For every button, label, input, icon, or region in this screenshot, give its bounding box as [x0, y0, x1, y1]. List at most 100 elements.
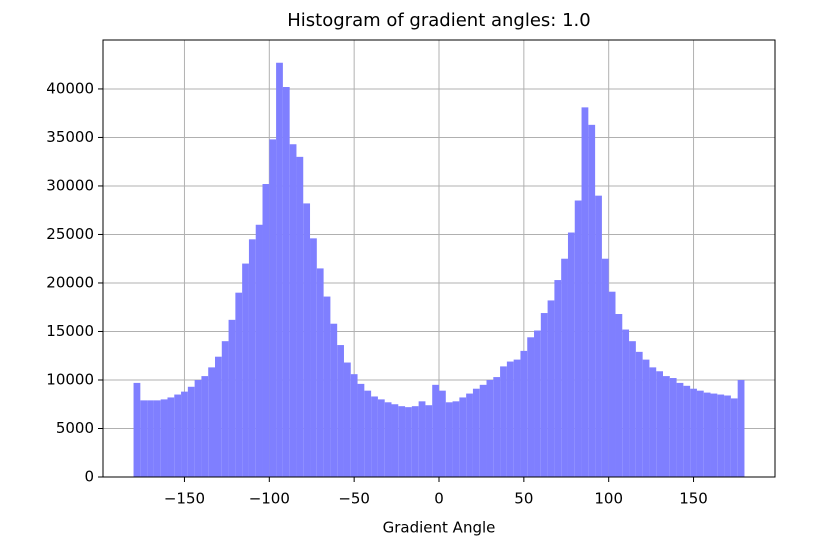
bar [459, 397, 467, 477]
bar [337, 345, 344, 477]
bar [608, 291, 616, 477]
bar [540, 313, 548, 477]
bar [696, 390, 704, 477]
x-tick-label: 150 [679, 490, 708, 508]
bar [717, 394, 725, 477]
bar [215, 356, 222, 477]
bar [500, 366, 507, 477]
bar [201, 376, 209, 477]
bar [635, 351, 643, 477]
y-tick-label: 35000 [46, 128, 94, 146]
bar [316, 268, 324, 477]
bar [133, 382, 141, 477]
y-tick-label: 30000 [46, 176, 94, 194]
bar [371, 396, 378, 477]
x-tick-label: −100 [249, 490, 290, 508]
bar [343, 362, 351, 477]
bar [391, 404, 399, 477]
y-tick-label: 10000 [46, 370, 94, 388]
bar [629, 341, 636, 477]
bar [255, 224, 263, 477]
bar [595, 195, 602, 477]
bar [703, 392, 711, 477]
y-tick-label: 20000 [46, 273, 94, 291]
bar [493, 377, 501, 477]
bar [269, 139, 277, 478]
bar [601, 258, 609, 477]
bar [656, 371, 663, 477]
bar [377, 399, 385, 477]
bar [574, 200, 582, 477]
bar [669, 378, 677, 477]
bar [181, 391, 188, 477]
y-tick-label: 15000 [46, 322, 94, 340]
bar [547, 300, 555, 477]
bar [418, 401, 426, 477]
bar [432, 384, 439, 477]
y-tick-label: 0 [84, 468, 94, 486]
bar [296, 156, 304, 477]
x-tick-label: 100 [594, 490, 623, 508]
bar [663, 376, 670, 477]
chart-title: Histogram of gradient angles: 1.0 [287, 10, 590, 31]
x-tick-label: 50 [514, 490, 533, 508]
bar [527, 337, 535, 477]
bar [194, 379, 202, 477]
bar [567, 232, 575, 477]
bar [479, 384, 487, 477]
bar [174, 394, 182, 477]
bar [303, 203, 311, 478]
bar [622, 329, 630, 477]
bar [384, 402, 392, 477]
bar [730, 398, 738, 477]
bar [513, 359, 521, 477]
bar [310, 238, 317, 477]
bar [323, 296, 331, 477]
y-tick-label: 40000 [46, 79, 94, 97]
bar [228, 319, 236, 477]
bar [235, 292, 243, 477]
bar [208, 367, 215, 477]
bar [140, 400, 148, 477]
x-tick-label: 0 [434, 490, 444, 508]
bar [683, 385, 691, 477]
bar [411, 406, 419, 477]
bar [262, 184, 270, 477]
bar [405, 407, 412, 477]
bar [561, 258, 568, 477]
bar [147, 400, 154, 477]
bar [398, 406, 406, 477]
y-tick-label: 25000 [46, 225, 94, 243]
bar [350, 374, 358, 477]
bar [581, 107, 589, 478]
bar [690, 388, 697, 477]
bar [282, 87, 290, 477]
bar [642, 359, 650, 477]
bar [167, 397, 175, 477]
bar [506, 361, 514, 477]
bar [486, 379, 494, 477]
bar [649, 367, 657, 477]
bar [357, 383, 365, 477]
bar [276, 62, 283, 477]
bar [554, 280, 562, 477]
x-tick-label: −50 [338, 490, 370, 508]
bar [710, 393, 718, 477]
bar [466, 393, 473, 477]
bar [588, 124, 596, 477]
bar [364, 390, 372, 477]
bar [445, 402, 453, 477]
bar [425, 405, 433, 477]
bar [153, 400, 161, 477]
bar [439, 390, 446, 477]
x-axis-label: Gradient Angle [383, 519, 496, 537]
bar [289, 144, 297, 478]
bar [330, 323, 338, 477]
bar [187, 386, 195, 477]
bar [534, 330, 541, 477]
x-tick-label: −150 [164, 490, 205, 508]
bar [160, 399, 168, 477]
bar [520, 350, 528, 477]
